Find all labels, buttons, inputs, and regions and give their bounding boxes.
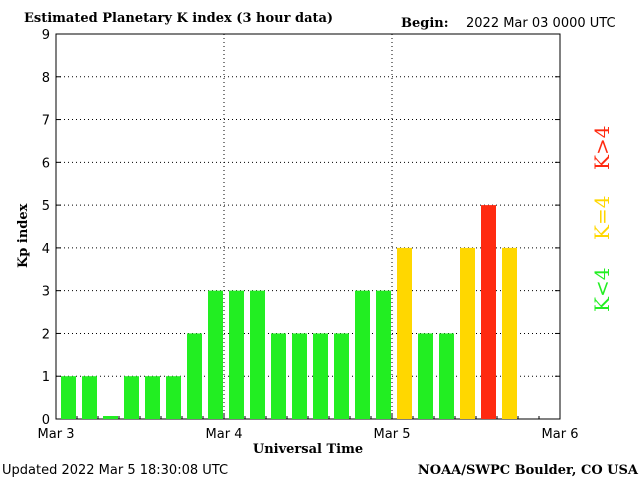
kp-bar: [418, 333, 433, 419]
grid-lines: [56, 33, 560, 419]
legend-k-above-4: K>4: [590, 126, 614, 170]
bar-series: [61, 205, 517, 419]
y-tick-label: 2: [42, 327, 50, 342]
kp-bar: [229, 290, 244, 419]
kp-bar: [481, 205, 496, 419]
kp-bar: [439, 333, 454, 419]
y-tick-label: 7: [42, 114, 50, 129]
kp-bar: [250, 290, 265, 419]
kp-bar: [376, 290, 391, 419]
y-tick-label: 9: [42, 28, 50, 43]
y-tick-label: 0: [42, 413, 50, 428]
kp-bar: [271, 333, 286, 419]
kp-bar: [397, 247, 412, 419]
kp-bar: [313, 333, 328, 419]
begin-value: 2022 Mar 03 0000 UTC: [466, 16, 616, 31]
y-axis-ticks: 0 1 2 3 4 5 6 7 8 9: [42, 28, 560, 428]
begin-label: Begin:: [401, 16, 449, 31]
kp-bar: [145, 376, 160, 419]
x-tick-label: Mar 6: [542, 427, 579, 442]
updated-timestamp: Updated 2022 Mar 5 18:30:08 UTC: [2, 463, 228, 478]
y-tick-label: 6: [42, 156, 50, 171]
y-axis-label: Kp index: [16, 203, 31, 268]
y-tick-label: 3: [42, 285, 50, 300]
y-tick-label: 8: [42, 71, 50, 86]
x-axis-ticks: Mar 3 Mar 4 Mar 5 Mar 6: [38, 413, 579, 442]
kp-bar: [334, 333, 349, 419]
chart-title: Estimated Planetary K index (3 hour data…: [24, 11, 333, 26]
kp-bar: [208, 290, 223, 419]
x-axis-label: Universal Time: [253, 442, 363, 457]
kp-bar: [502, 247, 517, 419]
y-tick-label: 5: [42, 199, 50, 214]
y-tick-label: 4: [42, 242, 50, 257]
kp-bar: [124, 376, 139, 419]
kp-bar: [355, 290, 370, 419]
legend-k-below-4: K<4: [590, 268, 614, 312]
x-tick-label: Mar 5: [374, 427, 411, 442]
kp-bar: [187, 333, 202, 419]
y-tick-label: 1: [42, 370, 50, 385]
x-tick-label: Mar 3: [38, 427, 75, 442]
kp-bar: [103, 416, 118, 419]
kp-bar: [61, 376, 76, 419]
kp-bar: [82, 376, 97, 419]
kp-bar: [292, 333, 307, 419]
kp-bar: [460, 247, 475, 419]
kp-bar: [166, 376, 181, 419]
plot-frame: [55, 33, 561, 420]
x-tick-label: Mar 4: [206, 427, 243, 442]
source-credit: NOAA/SWPC Boulder, CO USA: [418, 463, 639, 478]
legend-k-equal-4: K=4: [590, 196, 614, 240]
